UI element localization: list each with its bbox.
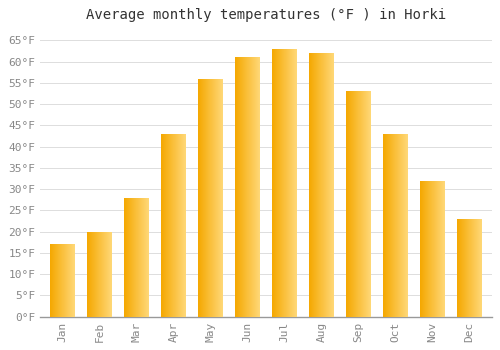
Title: Average monthly temperatures (°F ) in Horki: Average monthly temperatures (°F ) in Ho… bbox=[86, 8, 446, 22]
